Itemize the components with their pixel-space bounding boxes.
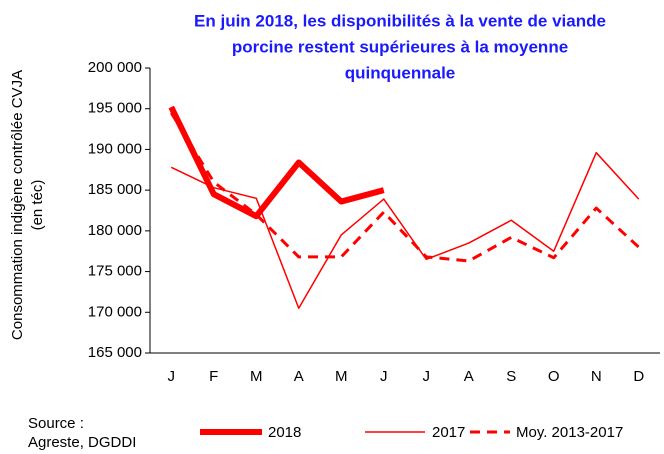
y-tick-label: 195 000 (88, 100, 142, 117)
x-tick-label: J (380, 368, 388, 385)
chart-title: En juin 2018, les disponibilités à la ve… (194, 11, 606, 30)
x-tick-label: A (294, 368, 304, 385)
x-tick-label: N (591, 368, 602, 385)
y-axis-label: (en téc) (29, 180, 46, 231)
x-tick-label: F (209, 368, 218, 385)
legend-label: Moy. 2013-2017 (516, 424, 623, 441)
x-tick-label: M (250, 368, 263, 385)
x-tick-label: J (423, 368, 431, 385)
y-tick-label: 200 000 (88, 59, 142, 76)
x-tick-label: M (335, 368, 348, 385)
line-series (170, 151, 640, 309)
y-tick-label: 170 000 (88, 303, 142, 320)
line-series (168, 105, 385, 220)
x-tick-label: O (548, 368, 560, 385)
y-tick-label: 175 000 (88, 263, 142, 280)
chart-title: quinquennale (345, 63, 456, 82)
y-tick-label: 190 000 (88, 140, 142, 157)
legend-label: 2017 (432, 424, 465, 441)
y-tick-label: 180 000 (88, 222, 142, 239)
x-tick-label: D (633, 368, 644, 385)
source: Source : (28, 415, 84, 432)
chart-title: porcine restent supérieures à la moyenne (232, 37, 568, 56)
source: Agreste, DGDDI (28, 434, 136, 451)
x-tick-label: J (168, 368, 176, 385)
legend-label: 2018 (268, 424, 301, 441)
x-tick-label: S (506, 368, 516, 385)
line-series (169, 112, 640, 263)
y-tick-label: 165 000 (88, 344, 142, 361)
x-tick-label: A (464, 368, 474, 385)
y-tick-label: 185 000 (88, 181, 142, 198)
y-axis-label: Consommation indigène contrôlée CVJA (9, 70, 26, 340)
